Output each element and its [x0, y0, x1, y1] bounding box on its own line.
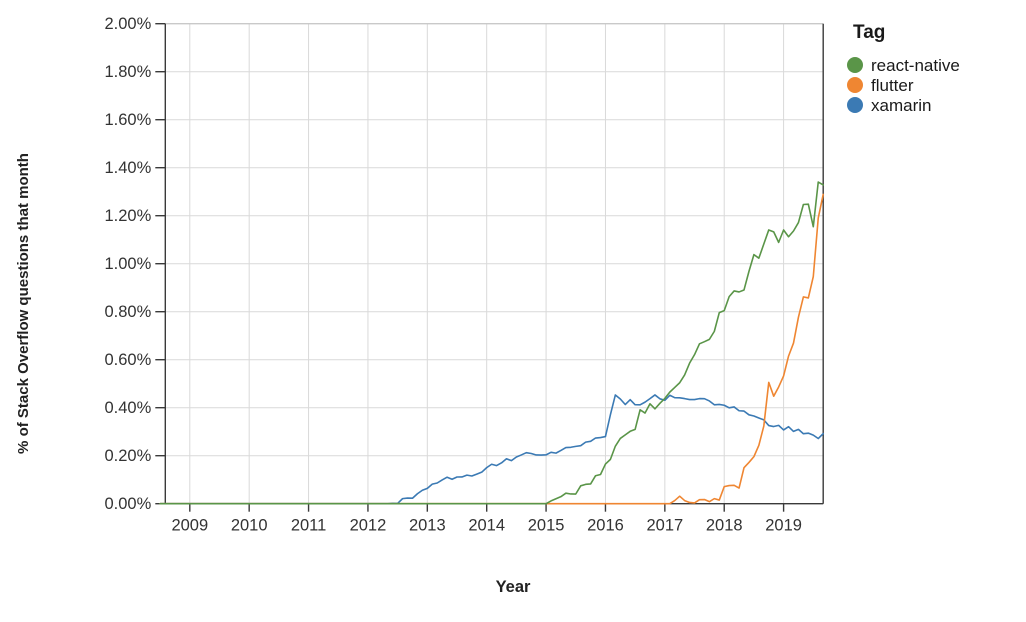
- svg-text:2009: 2009: [171, 517, 208, 535]
- svg-text:2011: 2011: [291, 517, 326, 535]
- svg-text:2010: 2010: [231, 517, 268, 535]
- svg-text:0.80%: 0.80%: [105, 303, 152, 321]
- svg-text:1.20%: 1.20%: [105, 207, 152, 225]
- svg-text:2015: 2015: [528, 517, 565, 535]
- svg-text:2014: 2014: [468, 517, 505, 535]
- svg-text:0.00%: 0.00%: [105, 495, 152, 513]
- svg-text:2019: 2019: [765, 517, 802, 535]
- svg-text:2017: 2017: [646, 517, 683, 535]
- svg-text:2016: 2016: [587, 517, 624, 535]
- svg-text:1.80%: 1.80%: [105, 63, 152, 81]
- svg-text:1.00%: 1.00%: [105, 255, 152, 273]
- svg-text:0.60%: 0.60%: [105, 351, 152, 369]
- svg-text:2012: 2012: [350, 517, 387, 535]
- svg-text:0.40%: 0.40%: [105, 399, 152, 417]
- svg-text:0.20%: 0.20%: [105, 447, 152, 465]
- svg-text:2.00%: 2.00%: [105, 15, 152, 33]
- svg-text:1.40%: 1.40%: [105, 159, 152, 177]
- svg-text:2018: 2018: [706, 517, 743, 535]
- svg-text:1.60%: 1.60%: [105, 111, 152, 129]
- svg-text:2013: 2013: [409, 517, 446, 535]
